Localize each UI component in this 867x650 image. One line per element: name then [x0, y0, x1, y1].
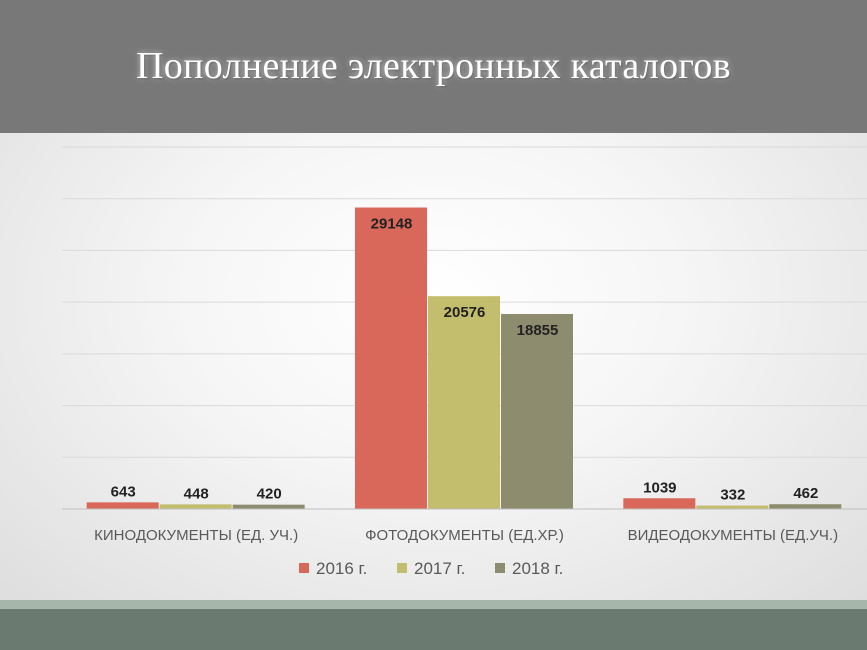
- data-label: 18855: [517, 322, 559, 339]
- legend-swatch: [397, 563, 407, 573]
- bar: [623, 498, 696, 509]
- data-label: 448: [184, 485, 209, 502]
- data-label: 29148: [371, 216, 413, 233]
- legend-swatch: [495, 563, 505, 573]
- chart-data-labels: 643 448 420 29148 20576 18855 1039 332 462: [111, 216, 819, 504]
- x-tick-label: ВИДЕОДОКУМЕНТЫ (ЕД.УЧ.): [628, 527, 839, 544]
- slide-header: Пополнение электронных каталогов: [0, 0, 867, 133]
- footer-accent-band: [0, 600, 867, 609]
- bar: [232, 504, 305, 509]
- slide-title: Пополнение электронных каталогов: [136, 45, 731, 87]
- bar: [501, 313, 573, 509]
- data-label: 462: [793, 485, 818, 502]
- x-axis-categories: КИНОДОКУМЕНТЫ (ЕД. УЧ.) ФОТОДОКУМЕНТЫ (ЕД…: [94, 527, 838, 544]
- data-label: 420: [257, 486, 282, 503]
- legend-swatch: [299, 563, 309, 573]
- chart-bars: [86, 207, 842, 509]
- bar-chart: 643 448 420 29148 20576 18855 1039 332 462 КИНОД…: [62, 146, 867, 578]
- data-label: 1039: [643, 479, 676, 496]
- data-label: 332: [720, 487, 745, 504]
- legend-label: 2016 г.: [316, 559, 367, 578]
- bar: [355, 207, 427, 509]
- x-tick-label: ФОТОДОКУМЕНТЫ (ЕД.ХР.): [365, 527, 564, 544]
- bar: [696, 505, 769, 509]
- bar: [86, 502, 159, 509]
- data-label: 20576: [444, 304, 486, 321]
- legend-label: 2017 г.: [414, 559, 465, 578]
- bar: [428, 296, 500, 509]
- bar: [159, 504, 232, 509]
- legend-label: 2018 г.: [512, 559, 563, 578]
- bar: [769, 504, 842, 509]
- data-label: 643: [111, 483, 136, 500]
- footer-band: [0, 609, 867, 650]
- chart-legend: 2016 г. 2017 г. 2018 г.: [299, 559, 563, 578]
- x-tick-label: КИНОДОКУМЕНТЫ (ЕД. УЧ.): [94, 527, 298, 544]
